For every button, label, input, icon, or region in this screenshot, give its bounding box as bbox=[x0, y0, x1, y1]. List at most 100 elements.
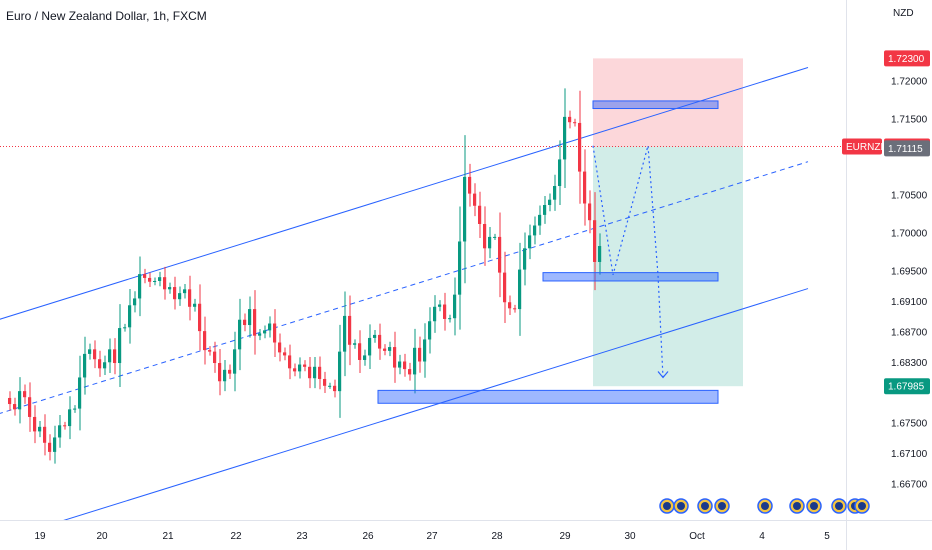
event-flag-icon bbox=[835, 502, 843, 510]
candle-body bbox=[588, 203, 592, 221]
x-tick-label: 19 bbox=[34, 531, 46, 542]
candle-body bbox=[413, 347, 417, 375]
candle-body bbox=[273, 323, 277, 343]
y-tick-label: 1.68300 bbox=[891, 358, 928, 369]
candle-body bbox=[278, 342, 282, 353]
candle-body bbox=[73, 408, 77, 410]
candle-body bbox=[518, 269, 522, 310]
candle-body bbox=[398, 361, 402, 368]
candle-body bbox=[513, 308, 517, 310]
candle-body bbox=[203, 331, 207, 351]
candle-body bbox=[488, 236, 492, 249]
y-tick-label: 1.70000 bbox=[891, 229, 928, 240]
top-zone bbox=[592, 100, 719, 110]
channel-upper-line bbox=[0, 67, 809, 320]
candle-body bbox=[508, 302, 512, 309]
candle-body bbox=[528, 235, 532, 249]
candle-body bbox=[58, 425, 62, 438]
candle-body bbox=[263, 330, 267, 334]
x-tick-label: 21 bbox=[162, 531, 174, 542]
event-flag-icon bbox=[810, 502, 818, 510]
channel-lower-line bbox=[63, 288, 809, 520]
candle-body bbox=[478, 205, 482, 224]
x-tick-label: 28 bbox=[491, 531, 503, 542]
candle-body bbox=[593, 220, 597, 262]
candle-body bbox=[468, 176, 472, 194]
candle-body bbox=[463, 176, 467, 242]
candle-body bbox=[328, 385, 332, 387]
event-flag-icon bbox=[663, 502, 671, 510]
candle-body bbox=[473, 193, 477, 206]
candle-body bbox=[78, 377, 82, 409]
x-tick-label: 5 bbox=[824, 531, 830, 542]
candle-body bbox=[13, 404, 17, 410]
candle-body bbox=[288, 355, 292, 369]
candle-body bbox=[88, 349, 92, 354]
candle-body bbox=[183, 289, 187, 294]
channel-mid-line bbox=[0, 161, 809, 414]
price-tag bbox=[884, 378, 930, 395]
candle-body bbox=[238, 319, 242, 350]
y-tick-label: 1.72000 bbox=[891, 77, 928, 88]
candle-body bbox=[143, 274, 147, 278]
event-flag-icon bbox=[718, 502, 726, 510]
candle-body bbox=[348, 315, 352, 345]
candle-body bbox=[403, 361, 407, 370]
x-tick-label: 4 bbox=[759, 531, 765, 542]
y-tick-label: 1.70500 bbox=[891, 191, 928, 202]
candle-body bbox=[538, 214, 542, 226]
candle-body bbox=[383, 348, 387, 351]
candle-body bbox=[428, 321, 432, 340]
price-tag-value: 1.67985 bbox=[888, 382, 925, 393]
candle-body bbox=[333, 385, 337, 392]
candle-body bbox=[543, 205, 547, 215]
candle-body bbox=[63, 425, 67, 427]
candle-body bbox=[558, 159, 562, 187]
candle-body bbox=[213, 351, 217, 364]
y-tick-label: 1.71500 bbox=[891, 115, 928, 126]
candle-body bbox=[193, 303, 197, 307]
candle-body bbox=[43, 426, 47, 443]
x-tick-label: Oct bbox=[689, 531, 705, 542]
x-tick-label: 23 bbox=[296, 531, 308, 542]
candle-body bbox=[198, 303, 202, 332]
candle-body bbox=[533, 225, 537, 236]
x-tick-label: 20 bbox=[96, 531, 108, 542]
candle-body bbox=[38, 426, 42, 432]
candle-body bbox=[433, 306, 437, 322]
candle-body bbox=[308, 366, 312, 379]
event-flag-icon bbox=[701, 502, 709, 510]
event-flag-icon bbox=[793, 502, 801, 510]
projection-arrowhead bbox=[657, 371, 669, 379]
candle-body bbox=[483, 223, 487, 249]
candle-body bbox=[188, 289, 192, 307]
y-tick-label: 1.66700 bbox=[891, 479, 928, 490]
candle-body bbox=[103, 362, 107, 369]
y-tick-label: 1.69100 bbox=[891, 297, 928, 308]
candle-body bbox=[408, 369, 412, 375]
candle-body bbox=[243, 319, 247, 326]
candle-body bbox=[23, 391, 27, 398]
chart-title: Euro / New Zealand Dollar, 1h, FXCM bbox=[6, 9, 207, 23]
candle-body bbox=[223, 369, 227, 382]
x-tick-label: 29 bbox=[559, 531, 571, 542]
take-profit-area bbox=[593, 146, 743, 387]
candle-body bbox=[28, 397, 32, 417]
x-tick-label: 26 bbox=[362, 531, 374, 542]
candle-body bbox=[253, 309, 257, 336]
candle-body bbox=[138, 274, 142, 299]
candle-body bbox=[228, 369, 232, 374]
candle-body bbox=[313, 366, 317, 379]
candle-body bbox=[498, 236, 502, 273]
candle-body bbox=[153, 280, 157, 282]
price-tag bbox=[884, 140, 930, 157]
candle-body bbox=[388, 347, 392, 351]
price-tag-value: 1.72300 bbox=[888, 54, 925, 65]
candle-body bbox=[358, 343, 362, 360]
candle-body bbox=[248, 309, 252, 326]
candle-body bbox=[393, 347, 397, 368]
candle-body bbox=[128, 305, 132, 328]
candle-body bbox=[208, 350, 212, 352]
candle-body bbox=[458, 241, 462, 295]
